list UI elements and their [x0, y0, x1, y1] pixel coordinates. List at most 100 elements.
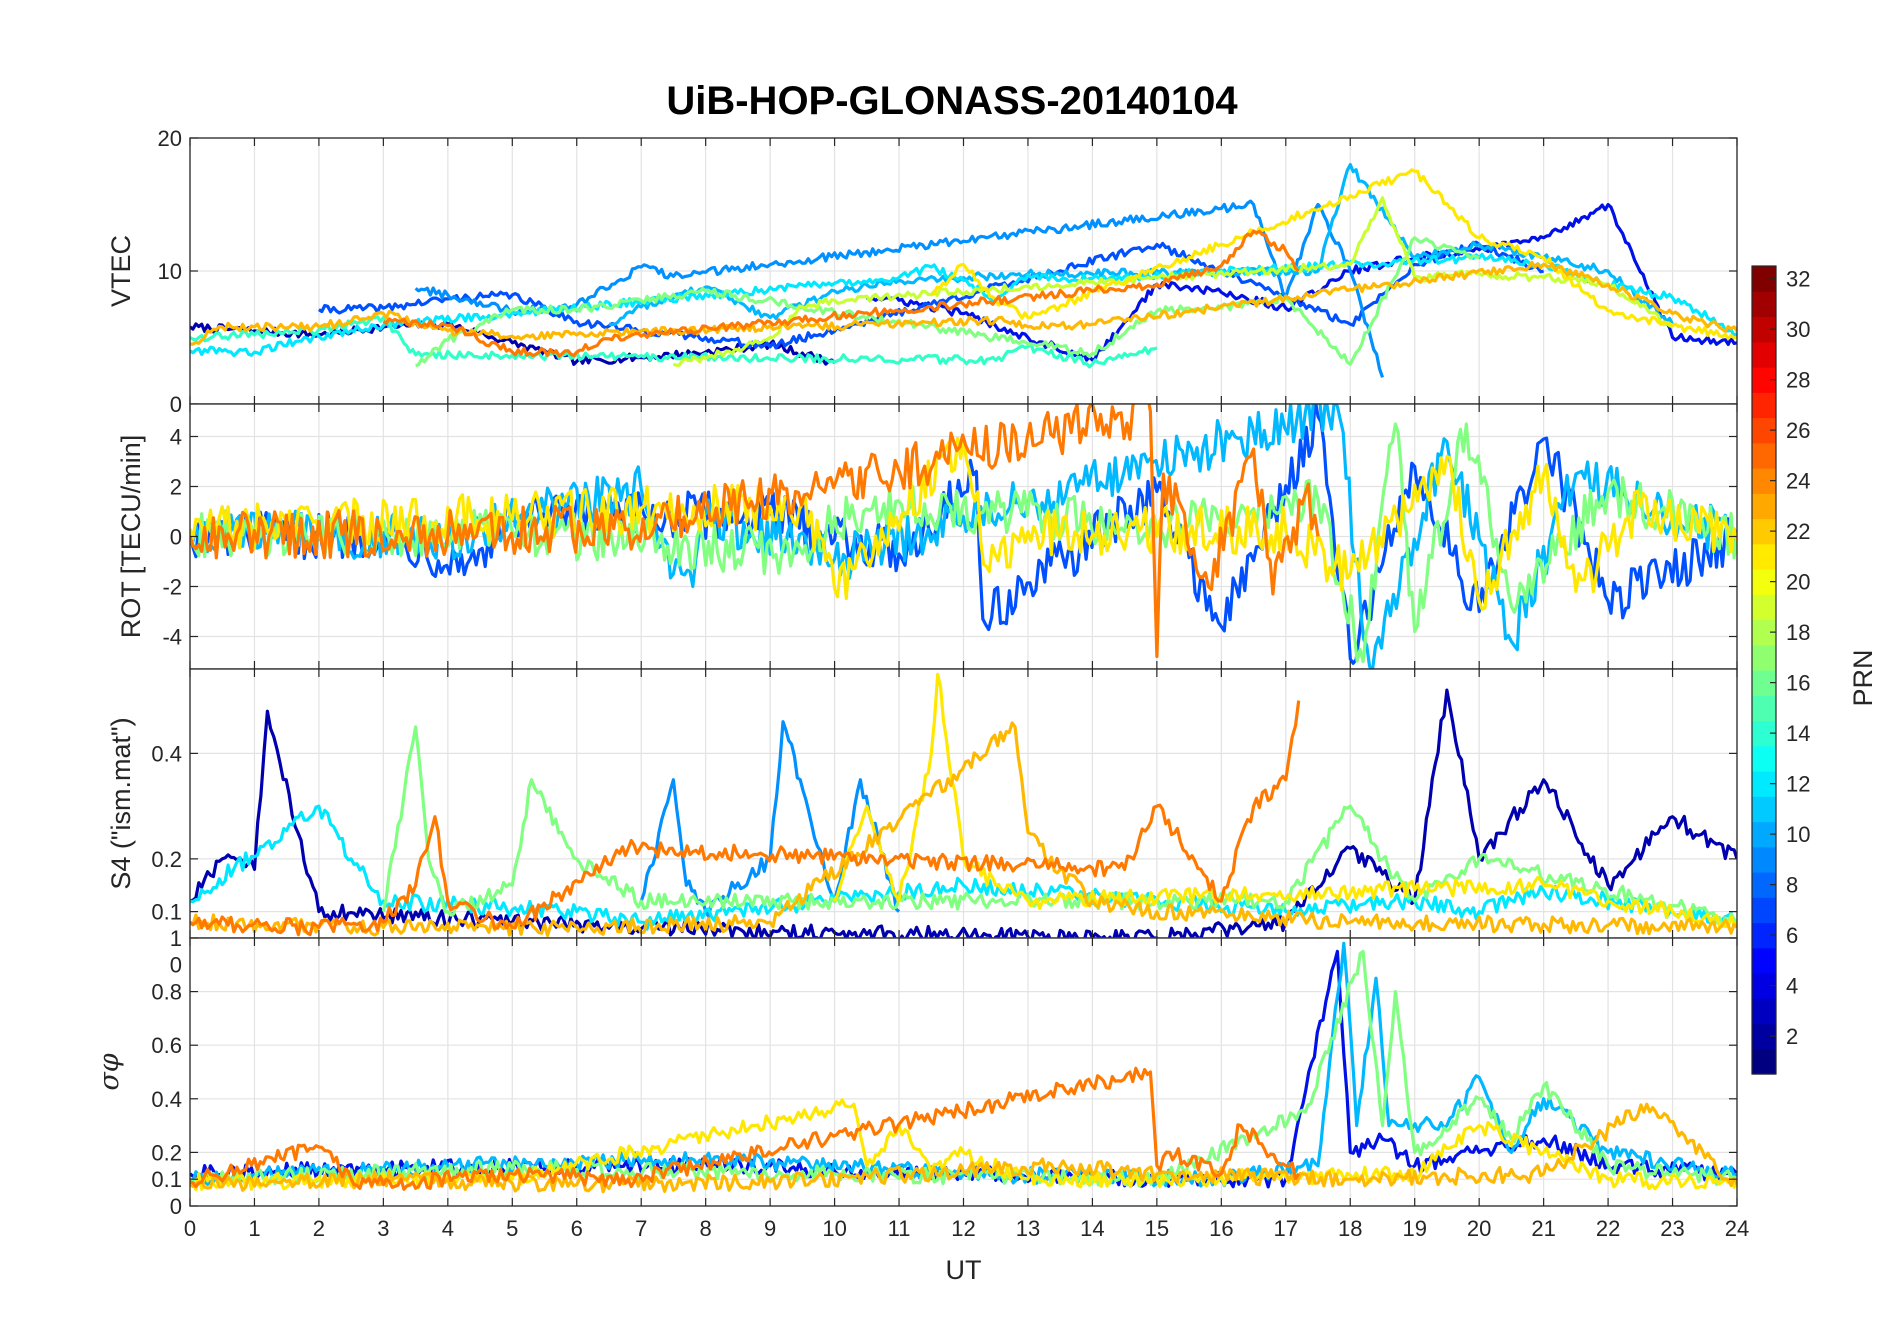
- x-tick-label: 1: [248, 1216, 260, 1241]
- colorbar-swatch: [1752, 493, 1776, 520]
- colorbar-tick-label: 26: [1786, 418, 1810, 443]
- colorbar-tick-label: 8: [1786, 873, 1798, 898]
- y-tick-label: 2: [170, 475, 182, 500]
- x-tick-label: 24: [1725, 1216, 1749, 1241]
- panel-s4: 0 0.1 0.2 0.4 S4 ("ism.mat"): [106, 668, 1738, 977]
- colorbar-swatch: [1752, 442, 1776, 469]
- series-line-prn-6: [318, 240, 1545, 350]
- series-line-prn-22: [190, 260, 1737, 346]
- x-tick-label: 12: [951, 1216, 975, 1241]
- series-line-prn-22: [190, 721, 1737, 938]
- colorbar-tick-label: 2: [1786, 1024, 1798, 1049]
- y-tick-label: 0.4: [151, 741, 182, 766]
- series-line-prn-8: [414, 199, 1385, 378]
- y-tick-label: 0: [170, 525, 182, 550]
- y-tick-label: 0: [170, 952, 182, 977]
- colorbar-swatch: [1752, 947, 1776, 974]
- colorbar-swatch: [1752, 846, 1776, 873]
- series-line-prn-20: [930, 168, 1737, 340]
- y-tick-label: 0.2: [151, 1140, 182, 1165]
- x-tick-label: 6: [571, 1216, 583, 1241]
- colorbar-tick-label: 24: [1786, 469, 1810, 494]
- colorbar-swatch: [1752, 897, 1776, 924]
- x-tick-label: 13: [1016, 1216, 1040, 1241]
- chart-title: UiB-HOP-GLONASS-20140104: [666, 79, 1238, 123]
- colorbar-frame: [1751, 265, 1777, 1075]
- colorbar-tick-label: 16: [1786, 671, 1810, 696]
- x-tick-label: 4: [442, 1216, 454, 1241]
- colorbar-tick-label: 30: [1786, 317, 1810, 342]
- colorbar-swatch: [1752, 695, 1776, 722]
- y-tick-label: 0: [170, 392, 182, 417]
- x-tick-label: 22: [1596, 1216, 1620, 1241]
- series-line-prn-16: [415, 236, 1480, 367]
- colorbar-swatch: [1752, 392, 1776, 419]
- series-group: [190, 672, 1737, 938]
- colorbar-tick-label: 18: [1786, 620, 1810, 645]
- x-tick-label: 23: [1660, 1216, 1684, 1241]
- series-line-prn-24: [190, 1066, 1301, 1191]
- colorbar-swatch: [1752, 291, 1776, 318]
- series-line-prn-18: [672, 196, 1674, 367]
- y-tick-label: 10: [158, 259, 182, 284]
- colorbar-swatch: [1752, 796, 1776, 823]
- series-line-prn-6: [190, 404, 1737, 665]
- colorbar-swatch: [1752, 543, 1776, 570]
- y-axis-label: ROT [TECU/min]: [116, 435, 146, 639]
- y-axis-label: σφ: [94, 1053, 125, 1090]
- x-tick-label: 8: [700, 1216, 712, 1241]
- colorbar-tick-label: 10: [1786, 822, 1810, 847]
- y-tick-label: 20: [158, 126, 182, 151]
- y-tick-label: 4: [170, 425, 182, 450]
- series-group: [190, 941, 1737, 1194]
- colorbar-tick-label: 12: [1786, 772, 1810, 797]
- x-tick-label: 9: [764, 1216, 776, 1241]
- series-group: [190, 404, 1737, 669]
- colorbar-tick-label: 20: [1786, 570, 1810, 595]
- y-axis-label: VTEC: [106, 235, 136, 307]
- x-tick-label: 14: [1080, 1216, 1104, 1241]
- x-tick-label: 16: [1209, 1216, 1233, 1241]
- x-tick-label: 17: [1274, 1216, 1298, 1241]
- x-tick-label: 2: [313, 1216, 325, 1241]
- x-tick-label: 10: [822, 1216, 846, 1241]
- colorbar-swatch: [1752, 341, 1776, 368]
- panel-vtec: 0 10 20 VTEC: [106, 126, 1738, 417]
- y-tick-label: 0.4: [151, 1087, 182, 1112]
- panel-rot: -4 -2 0 2 4 ROT [TECU/min]: [116, 403, 1738, 670]
- colorbar-swatch: [1752, 1048, 1776, 1075]
- x-tick-label: 0: [184, 1216, 196, 1241]
- x-tick-label: 20: [1467, 1216, 1491, 1241]
- series-line-prn-24: [190, 404, 1320, 659]
- x-tick-label: 5: [506, 1216, 518, 1241]
- colorbar-tick-label: 28: [1786, 368, 1810, 393]
- y-tick-label: 0.8: [151, 980, 182, 1005]
- y-tick-label: 0: [170, 1194, 182, 1219]
- colorbar-tick-label: 4: [1786, 974, 1798, 999]
- x-tick-label: 3: [377, 1216, 389, 1241]
- y-tick-label: 0.6: [151, 1033, 182, 1058]
- colorbar-label: PRN: [1848, 649, 1878, 706]
- y-axis-label: S4 ("ism.mat"): [106, 717, 136, 889]
- y-tick-label: 0.1: [151, 1167, 182, 1192]
- y-tick-label: 0.2: [151, 847, 182, 872]
- y-tick-label: 1: [170, 926, 182, 951]
- colorbar-tick-label: 32: [1786, 267, 1810, 292]
- colorbar-tick-label: 6: [1786, 923, 1798, 948]
- y-tick-label: -2: [162, 575, 182, 600]
- colorbar-swatch: [1752, 594, 1776, 621]
- colorbar-tick-label: 14: [1786, 721, 1810, 746]
- x-tick-label: 11: [888, 1216, 911, 1241]
- series-line-prn-24: [190, 700, 1301, 937]
- x-tick-label: 15: [1145, 1216, 1169, 1241]
- colorbar-swatch: [1752, 644, 1776, 671]
- series-group: [190, 163, 1737, 378]
- x-tick-label: 19: [1402, 1216, 1426, 1241]
- x-tick-label: 18: [1338, 1216, 1362, 1241]
- x-tick-label: 7: [635, 1216, 647, 1241]
- y-tick-label: -4: [162, 625, 182, 650]
